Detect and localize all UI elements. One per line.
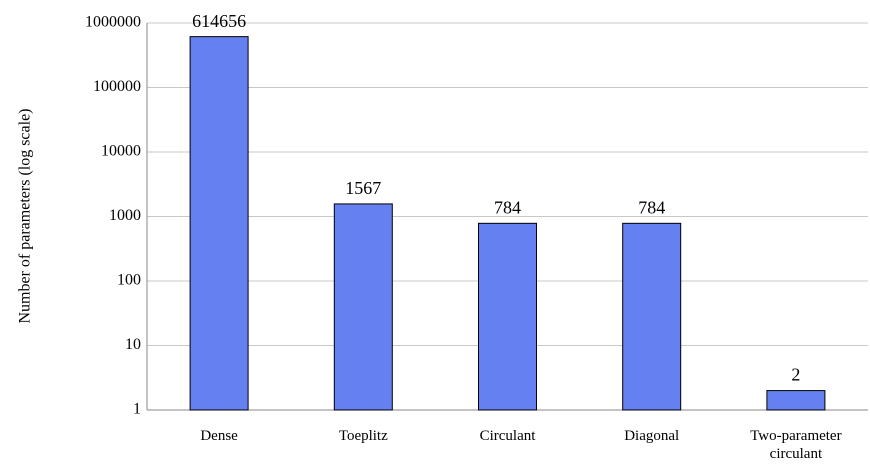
bar	[189, 36, 249, 411]
bar	[478, 222, 537, 411]
value-label: 2	[791, 365, 800, 385]
y-axis-label: Number of parameters (log scale)	[17, 108, 34, 323]
x-tick-label: Two-parameter circulant	[750, 428, 841, 462]
x-tick-label: Dense	[200, 428, 238, 444]
bar	[766, 390, 826, 411]
x-tick-label: Toeplitz	[339, 428, 388, 444]
value-label: 784	[638, 197, 665, 217]
y-tick-label: 1000	[109, 207, 141, 224]
value-label: 614656	[192, 11, 246, 31]
value-label: 784	[494, 197, 521, 217]
y-tick-label: 1	[133, 401, 141, 418]
value-label: 1567	[345, 178, 381, 198]
x-tick-label: Diagonal	[624, 428, 679, 444]
x-tick-label: Circulant	[480, 428, 537, 444]
y-tick-label: 10000	[101, 143, 141, 160]
y-tick-label: 100000	[93, 78, 141, 95]
y-tick-label: 1000000	[85, 14, 141, 31]
bar	[622, 222, 682, 411]
bar	[333, 203, 393, 411]
y-tick-label: 100	[117, 272, 141, 289]
y-tick-label: 10	[125, 336, 141, 353]
